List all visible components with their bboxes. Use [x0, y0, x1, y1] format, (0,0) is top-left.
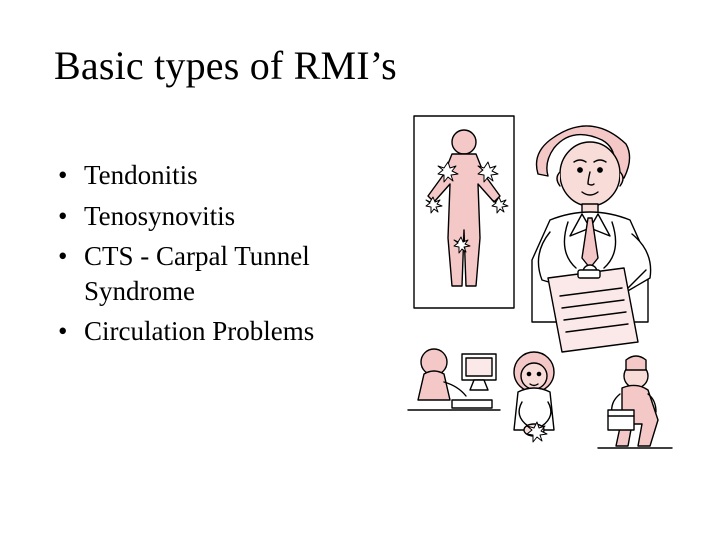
list-item: Tenosynovitis: [54, 199, 394, 234]
bullet-text: Tendonitis: [84, 160, 198, 190]
list-item: CTS - Carpal Tunnel Syndrome: [54, 239, 394, 308]
list-item: Circulation Problems: [54, 314, 394, 349]
bullet-text: Tenosynovitis: [84, 201, 235, 231]
bullet-text: Circulation Problems: [84, 316, 314, 346]
instructional-illustration: [400, 110, 690, 480]
bullet-text: CTS - Carpal Tunnel Syndrome: [84, 241, 310, 306]
page-title: Basic types of RMI’s: [54, 42, 397, 89]
list-item: Tendonitis: [54, 158, 394, 193]
bullet-list: Tendonitis Tenosynovitis CTS - Carpal Tu…: [54, 158, 394, 355]
